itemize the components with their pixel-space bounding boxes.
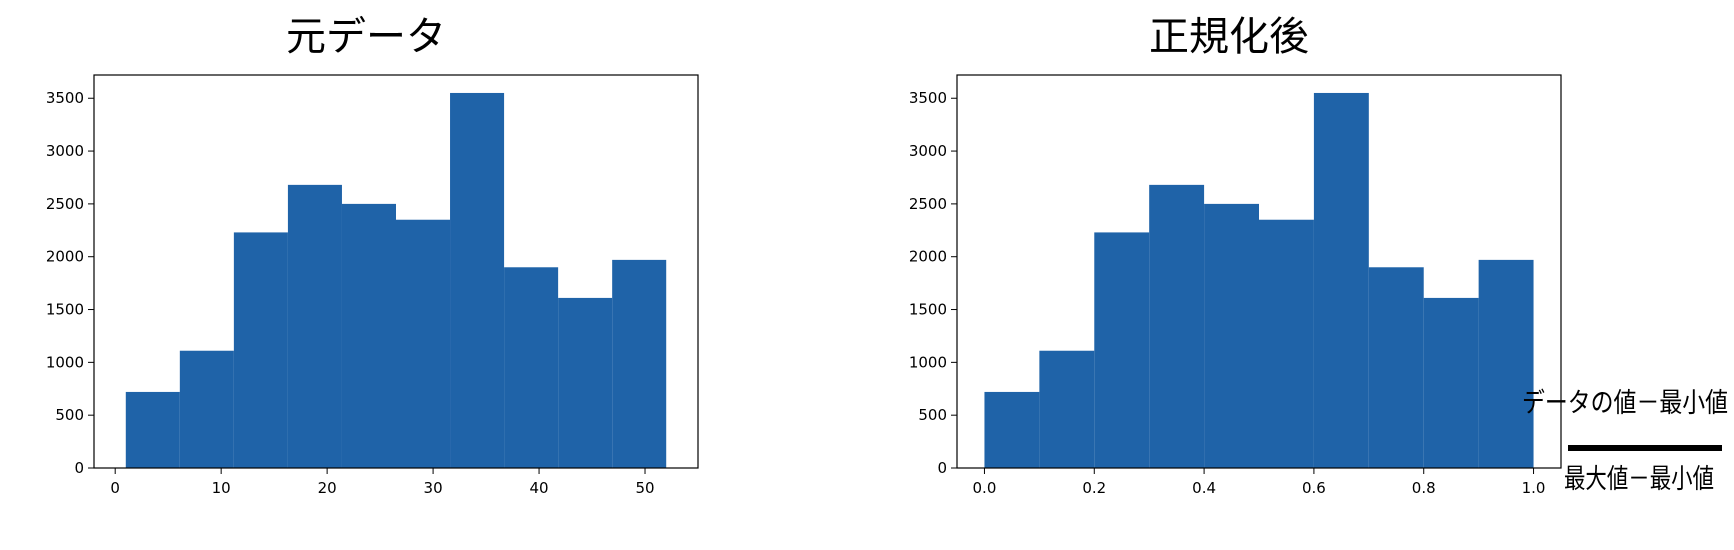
histogram-bar — [558, 297, 613, 468]
histogram-bar — [1039, 350, 1095, 468]
histogram-bar — [1259, 219, 1314, 468]
histogram-bar — [233, 232, 288, 468]
histogram-bar — [396, 219, 451, 468]
histogram-bar — [179, 350, 234, 468]
y-tick-label: 1000 — [909, 353, 947, 371]
y-tick-label: 3500 — [909, 89, 947, 107]
y-tick-label: 0 — [74, 459, 84, 477]
y-tick-label: 2000 — [46, 248, 84, 266]
y-tick-label: 500 — [918, 406, 947, 424]
y-tick-label: 2500 — [46, 195, 84, 213]
x-tick-label: 0.2 — [1082, 479, 1106, 497]
y-tick-label: 0 — [937, 459, 947, 477]
x-tick-label: 30 — [424, 479, 443, 497]
x-tick-label: 1.0 — [1522, 479, 1546, 497]
histogram-bar — [984, 391, 1040, 468]
normalization-formula: データの値－最小値 最大値－最小値 — [1522, 388, 1728, 495]
y-tick-label: 1500 — [46, 301, 84, 319]
x-tick-label: 40 — [530, 479, 549, 497]
histogram-bar — [1478, 259, 1534, 468]
y-tick-label: 3000 — [909, 142, 947, 160]
chart-normalized: 正規化後 0.0 0.2 0.4 0.6 0.8 1.0 0 500 1000 1500 2000 25… — [909, 14, 1562, 497]
x-tick-label: 0.8 — [1412, 479, 1436, 497]
y-tick-label: 3000 — [46, 142, 84, 160]
histogram-bar — [287, 184, 342, 468]
histogram-bar — [450, 92, 505, 468]
histogram-bar — [504, 267, 559, 468]
chart-title: 正規化後 — [1149, 14, 1309, 60]
x-tick-label: 10 — [212, 479, 231, 497]
chart-title: 元データ — [286, 14, 446, 60]
formula-numerator: データの値－最小値 — [1522, 388, 1728, 419]
x-tick-label: 50 — [635, 479, 654, 497]
y-tick-label: 2000 — [909, 248, 947, 266]
formula-denominator: 最大値－最小値 — [1564, 464, 1714, 495]
y-tick-label: 3500 — [46, 89, 84, 107]
x-tick-label: 0.4 — [1192, 479, 1216, 497]
histogram-bar — [1094, 232, 1150, 468]
histogram-bar — [1313, 92, 1369, 468]
y-tick-label: 1000 — [46, 353, 84, 371]
x-tick-label: 0 — [110, 479, 120, 497]
histogram-bar — [125, 391, 180, 468]
histogram-bar — [1204, 203, 1259, 469]
histogram-bar — [341, 203, 396, 469]
histogram-bar — [612, 259, 667, 468]
histogram-bar — [1423, 297, 1479, 468]
y-tick-label: 500 — [55, 406, 84, 424]
histogram-bar — [1368, 267, 1424, 468]
x-tick-label: 0.0 — [973, 479, 997, 497]
histogram-bar — [1149, 184, 1205, 468]
y-tick-label: 1500 — [909, 301, 947, 319]
y-tick-label: 2500 — [909, 195, 947, 213]
x-tick-label: 20 — [318, 479, 337, 497]
axes-frame — [93, 74, 699, 469]
x-tick-label: 0.6 — [1302, 479, 1326, 497]
axes-frame — [956, 74, 1562, 469]
